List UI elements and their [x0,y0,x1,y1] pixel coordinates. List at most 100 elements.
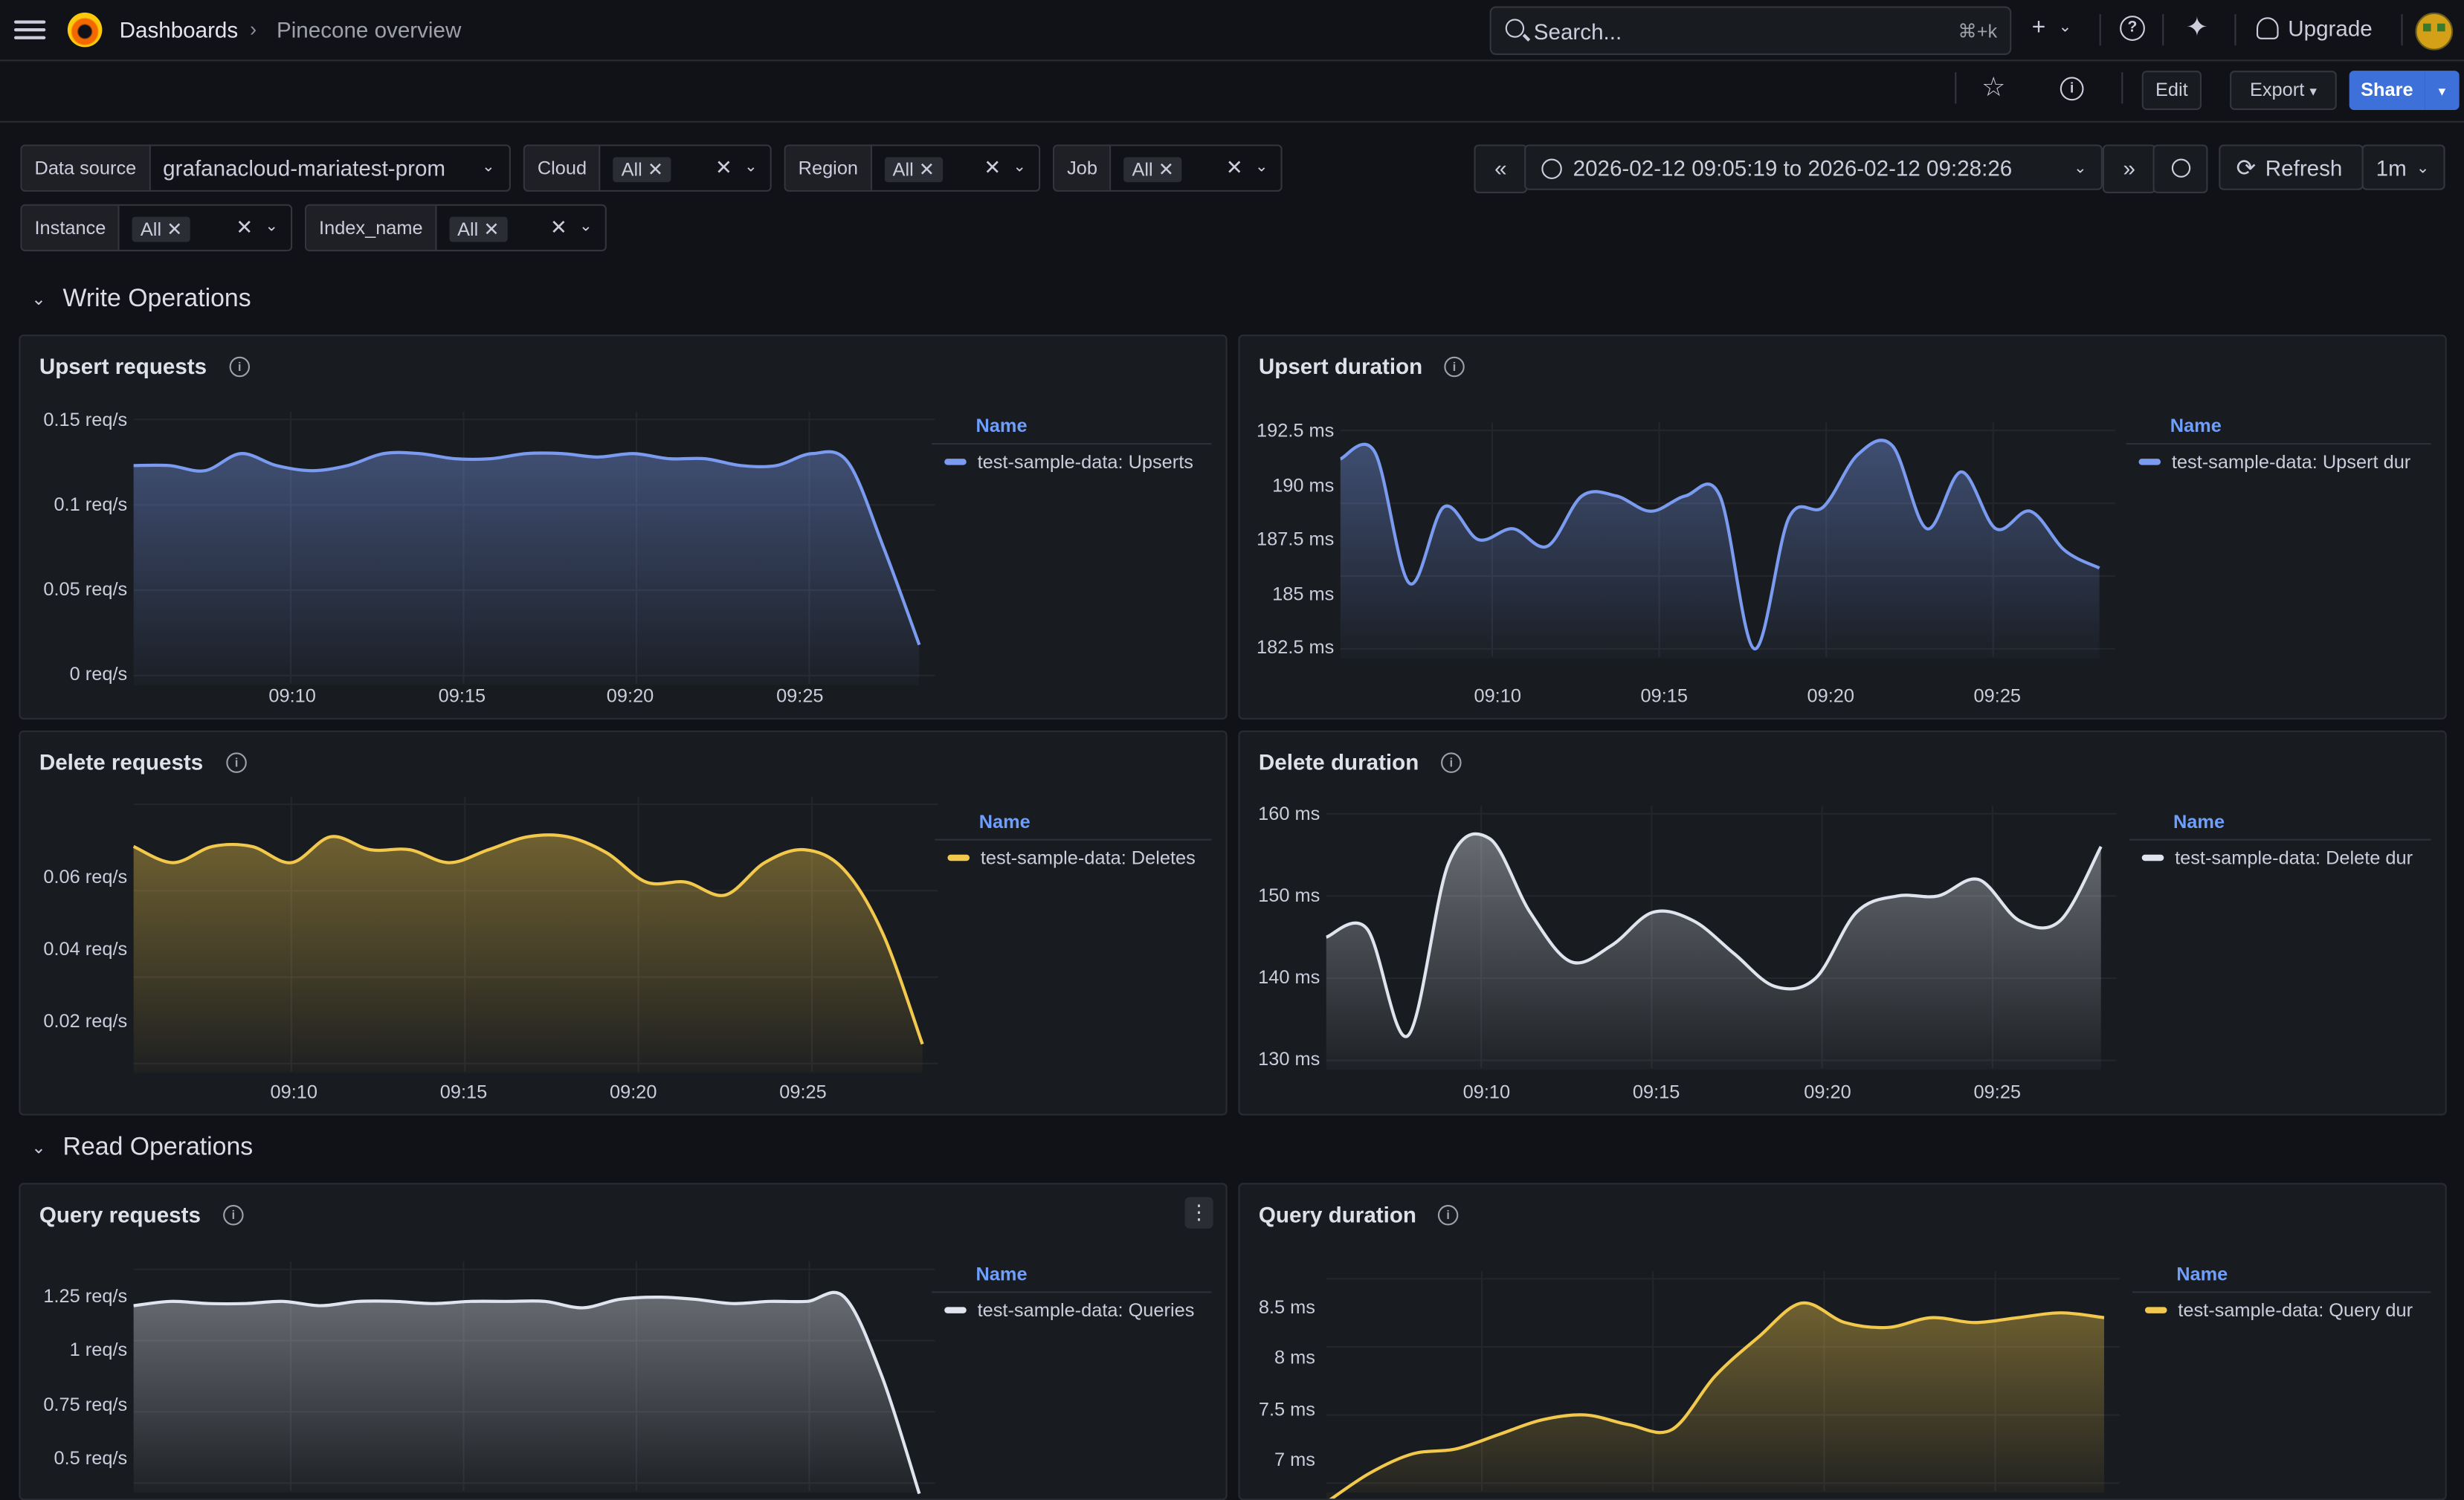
series-area [1340,440,2100,659]
legend-header[interactable]: Name [975,414,1028,437]
variable-datasource[interactable]: Data source grafanacloud-mariatest-prom ⌄ [20,144,511,192]
x-tick-label: 09:15 [1632,1081,1680,1103]
info-icon[interactable]: i [223,1205,244,1226]
chip-label: All [621,158,642,181]
clear-icon[interactable]: ✕ [984,155,1002,179]
remove-chip-icon[interactable]: ✕ [167,218,183,241]
row-title-read-operations[interactable]: Read Operations [62,1134,254,1161]
legend-item[interactable]: test-sample-data: Query dur [2144,1299,2413,1321]
legend-header[interactable]: Name [2176,1263,2228,1285]
legend-header[interactable]: Name [975,1263,1028,1285]
star-icon[interactable]: ☆ [1981,72,2006,103]
x-tick-label: 09:20 [1804,1081,1851,1103]
series-line [132,833,924,1045]
share-button[interactable]: Share [2349,71,2425,110]
legend-swatch [944,1307,967,1313]
clear-icon[interactable]: ✕ [236,215,254,239]
legend-header[interactable]: Name [2173,810,2225,833]
panel-query-requests[interactable]: Query requests i ⋮ 1.25 req/s 1 req/s 0.… [19,1183,1228,1500]
add-icon[interactable]: + [2031,14,2046,41]
region-select[interactable]: All ✕ ✕ ⌄ [872,146,1039,190]
collapse-row-icon[interactable]: ⌄ [31,1139,46,1158]
y-tick-label: 0.75 req/s [43,1393,128,1416]
top-nav: Dashboards › Pinecone overview Search...… [0,0,2464,62]
legend-header[interactable]: Name [978,810,1031,833]
upgrade-label: Upgrade [2288,16,2373,41]
panel-delete-duration[interactable]: Delete duration i 160 ms 150 ms 140 ms 1… [1238,730,2447,1116]
share-dropdown-button[interactable]: ▾ [2425,71,2460,110]
legend-item-label: test-sample-data: Upsert dur [2171,450,2411,473]
info-icon[interactable]: i [1444,356,1465,378]
info-icon[interactable]: i [226,752,247,773]
series-area [133,451,920,685]
legend-item[interactable]: test-sample-data: Delete dur [2141,847,2413,869]
legend-item[interactable]: test-sample-data: Upsert dur [2138,451,2410,473]
clear-icon[interactable]: ✕ [715,155,732,179]
index-name-select[interactable]: All ✕ ✕ ⌄ [436,205,605,250]
y-tick-label: 190 ms [1272,474,1335,497]
refresh-button[interactable]: ⟳ Refresh [2219,144,2364,190]
variable-region[interactable]: Region All ✕ ✕ ⌄ [784,144,1041,192]
avatar[interactable] [2415,12,2454,51]
panel-delete-requests[interactable]: Delete requests i 0.06 req/s 0.04 req/s … [19,730,1228,1116]
panel-title: Delete requests [39,749,204,775]
variable-cloud[interactable]: Cloud All ✕ ✕ ⌄ [523,144,772,192]
remove-chip-icon[interactable]: ✕ [1158,158,1175,181]
clear-icon[interactable]: ✕ [549,215,567,239]
remove-chip-icon[interactable]: ✕ [647,158,664,181]
legend-item[interactable]: test-sample-data: Queries [944,1299,1194,1321]
legend-swatch [2144,1307,2167,1313]
chevron-down-icon: ⌄ [2416,160,2430,178]
upgrade-button[interactable]: Upgrade [2256,16,2373,41]
cloud-select[interactable]: All ✕ ✕ ⌄ [601,146,770,190]
panel-upsert-requests[interactable]: Upsert requests i 0.15 req/s 0.1 req/s 0… [19,334,1228,720]
collapse-row-icon[interactable]: ⌄ [31,290,46,310]
edit-button[interactable]: Edit [2141,71,2202,110]
legend-item[interactable]: test-sample-data: Deletes [947,847,1196,869]
remove-chip-icon[interactable]: ✕ [483,218,500,241]
legend-item[interactable]: test-sample-data: Upserts [944,451,1193,473]
add-chevron-down-icon[interactable]: ⌄ [2058,19,2072,36]
info-icon[interactable]: i [1441,752,1462,773]
grafana-logo-icon[interactable] [67,12,103,48]
refresh-interval-picker[interactable]: 1m ⌄ [2361,144,2445,190]
export-button[interactable]: Export ▾ [2230,71,2337,110]
chevron-down-icon: ⌄ [579,218,593,236]
zoom-out-button[interactable] [2152,144,2208,193]
panel-upsert-duration[interactable]: Upsert duration i 192.5 ms 190 ms 187.5 … [1238,334,2447,720]
edit-label: Edit [2155,78,2188,101]
info-icon[interactable]: i [1437,1205,1459,1226]
row-title-write-operations[interactable]: Write Operations [62,285,251,313]
variable-label: Data source [22,146,151,190]
y-tick-label: 8.5 ms [1258,1296,1315,1319]
variable-instance[interactable]: Instance All ✕ ✕ ⌄ [20,204,293,252]
variable-index-name[interactable]: Index_name All ✕ ✕ ⌄ [305,204,607,252]
info-icon[interactable]: i [229,356,251,378]
legend-divider [932,1291,1212,1293]
series-line [1329,1301,2105,1499]
job-select[interactable]: All ✕ ✕ ⌄ [1112,146,1281,190]
legend-header[interactable]: Name [2170,414,2222,437]
time-shift-forward-button[interactable]: » [2102,144,2156,193]
datasource-select[interactable]: grafanacloud-mariatest-prom ⌄ [150,146,509,190]
variable-job[interactable]: Job All ✕ ✕ ⌄ [1053,144,1283,192]
legend-divider [2129,838,2431,841]
nav-divider [2099,14,2101,46]
help-icon[interactable]: ? [2120,16,2145,41]
clear-icon[interactable]: ✕ [1225,155,1243,179]
chip-label: All [1132,158,1153,181]
x-tick-label: 09:10 [270,1081,317,1103]
menu-icon[interactable] [14,16,46,44]
search-input[interactable]: Search... ⌘+k [1489,6,2012,55]
time-shift-back-button[interactable]: « [1474,144,1528,193]
breadcrumb-dashboards[interactable]: Dashboards [119,17,239,43]
remove-chip-icon[interactable]: ✕ [918,158,935,181]
panel-title: Query requests [39,1201,201,1227]
info-icon[interactable]: i [2060,77,2084,101]
time-range-picker[interactable]: 2026-02-12 09:05:19 to 2026-02-12 09:28:… [1524,144,2103,190]
series-area [1326,833,2101,1070]
panel-menu-icon[interactable]: ⋮ [1184,1197,1213,1229]
panel-query-duration[interactable]: Query duration i 8.5 ms 8 ms 7.5 ms 7 ms… [1238,1183,2447,1500]
sparkle-assistant-icon[interactable]: ✦ [2185,12,2208,43]
instance-select[interactable]: All ✕ ✕ ⌄ [120,205,291,250]
